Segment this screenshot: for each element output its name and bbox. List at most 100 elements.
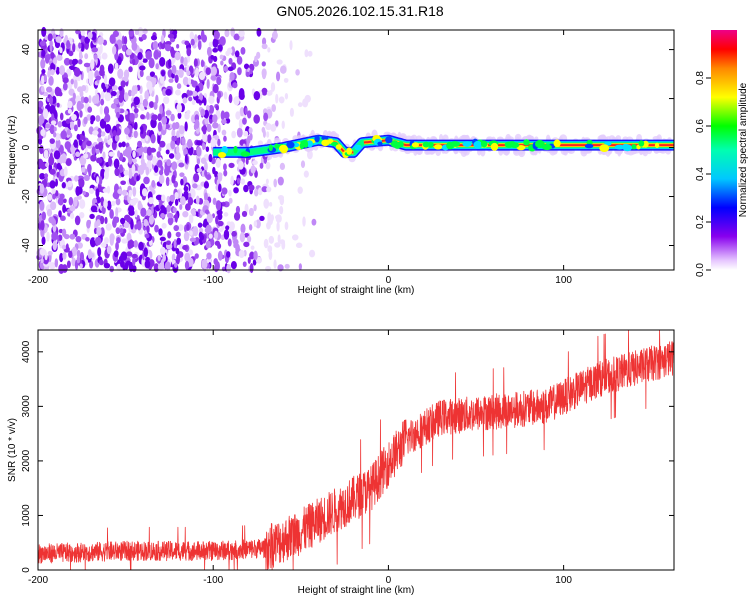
noise-blob [295, 69, 300, 76]
noise-blob [59, 47, 63, 54]
noise-blob [233, 33, 240, 41]
noise-blob [68, 250, 73, 259]
noise-blob [137, 52, 143, 60]
noise-blob [201, 34, 208, 43]
noise-blob [248, 207, 254, 217]
noise-blob [255, 256, 263, 264]
noise-blob [115, 227, 121, 235]
noise-blob [49, 124, 55, 135]
noise-blob [52, 240, 58, 251]
noise-blob [99, 259, 104, 266]
noise-blob [179, 196, 186, 206]
noise-blob [263, 238, 269, 249]
noise-blob [39, 248, 46, 256]
ridge-blob [614, 144, 625, 150]
ridge-blob [377, 141, 383, 146]
noise-blob [158, 146, 162, 152]
noise-blob [195, 99, 202, 104]
noise-blob [164, 44, 172, 52]
noise-blob [266, 186, 272, 193]
noise-blob [171, 129, 176, 138]
ridge-blob [274, 143, 279, 149]
noise-blob [139, 65, 146, 71]
noise-blob [270, 214, 275, 222]
noise-blob [128, 169, 133, 179]
ridge-blob [534, 140, 545, 148]
noise-blob [141, 188, 148, 197]
noise-blob [188, 96, 193, 102]
noise-blob [120, 217, 126, 225]
noise-blob [69, 212, 75, 219]
noise-blob [173, 238, 177, 249]
noise-blob [204, 116, 209, 125]
snr-x-tick-label: 0 [386, 575, 392, 586]
noise-blob [184, 224, 188, 233]
noise-blob [98, 175, 103, 186]
noise-blob [171, 64, 177, 75]
noise-blob [127, 205, 135, 213]
noise-blob [233, 96, 240, 106]
noise-blob [210, 75, 217, 81]
noise-blob [247, 256, 251, 264]
snr-frame [37, 329, 675, 571]
noise-blob [78, 138, 83, 146]
noise-blob [119, 95, 123, 101]
noise-blob [223, 65, 229, 72]
noise-blob [213, 30, 220, 40]
noise-blob [166, 159, 172, 167]
noise-blob [188, 230, 193, 236]
noise-blob [39, 144, 44, 155]
noise-blob [232, 82, 238, 89]
noise-blob [171, 174, 176, 184]
noise-blob [228, 93, 233, 104]
noise-blob [128, 155, 133, 165]
noise-blob [261, 37, 267, 46]
noise-blob [182, 76, 189, 86]
noise-blob [134, 209, 138, 218]
noise-blob [84, 36, 90, 44]
noise-blob [52, 57, 58, 65]
noise-blob [152, 155, 157, 166]
noise-blob [65, 158, 72, 166]
noise-blob [204, 192, 208, 202]
noise-blob [52, 131, 57, 138]
noise-blob [118, 255, 123, 262]
noise-blob [90, 59, 95, 70]
haze-blob [606, 136, 611, 141]
noise-blob [238, 88, 245, 99]
ridge-blob [221, 146, 229, 154]
noise-blob [184, 260, 190, 270]
ridge-blob [321, 136, 329, 141]
noise-blob [80, 103, 84, 109]
ridge-blob [306, 140, 313, 148]
noise-blob [119, 228, 124, 234]
noise-blob [103, 106, 110, 116]
noise-blob [149, 101, 155, 109]
noise-blob [70, 78, 74, 85]
ridge-blob [631, 144, 637, 150]
noise-blob [275, 93, 279, 104]
noise-blob [39, 40, 46, 47]
noise-blob [165, 110, 172, 116]
noise-blob [217, 250, 223, 261]
noise-blob [304, 49, 309, 58]
noise-blob [145, 166, 150, 176]
ridge-blob [642, 140, 649, 148]
spectrogram-y-tick-label: 40 [21, 44, 32, 56]
noise-blob [50, 62, 56, 71]
noise-blob [61, 228, 67, 237]
ridge-blob [523, 139, 530, 146]
noise-blob [132, 199, 137, 206]
noise-blob [49, 138, 55, 144]
noise-blob [54, 111, 58, 120]
noise-blob [229, 71, 235, 81]
noise-blob [132, 186, 137, 197]
noise-blob [228, 57, 233, 65]
noise-blob [223, 229, 230, 240]
spectrogram-y-tick-label: 0 [21, 144, 32, 150]
noise-blob [64, 141, 71, 150]
noise-blob [194, 34, 198, 43]
noise-blob [132, 150, 136, 159]
noise-blob [86, 219, 91, 229]
noise-blob [114, 167, 120, 177]
